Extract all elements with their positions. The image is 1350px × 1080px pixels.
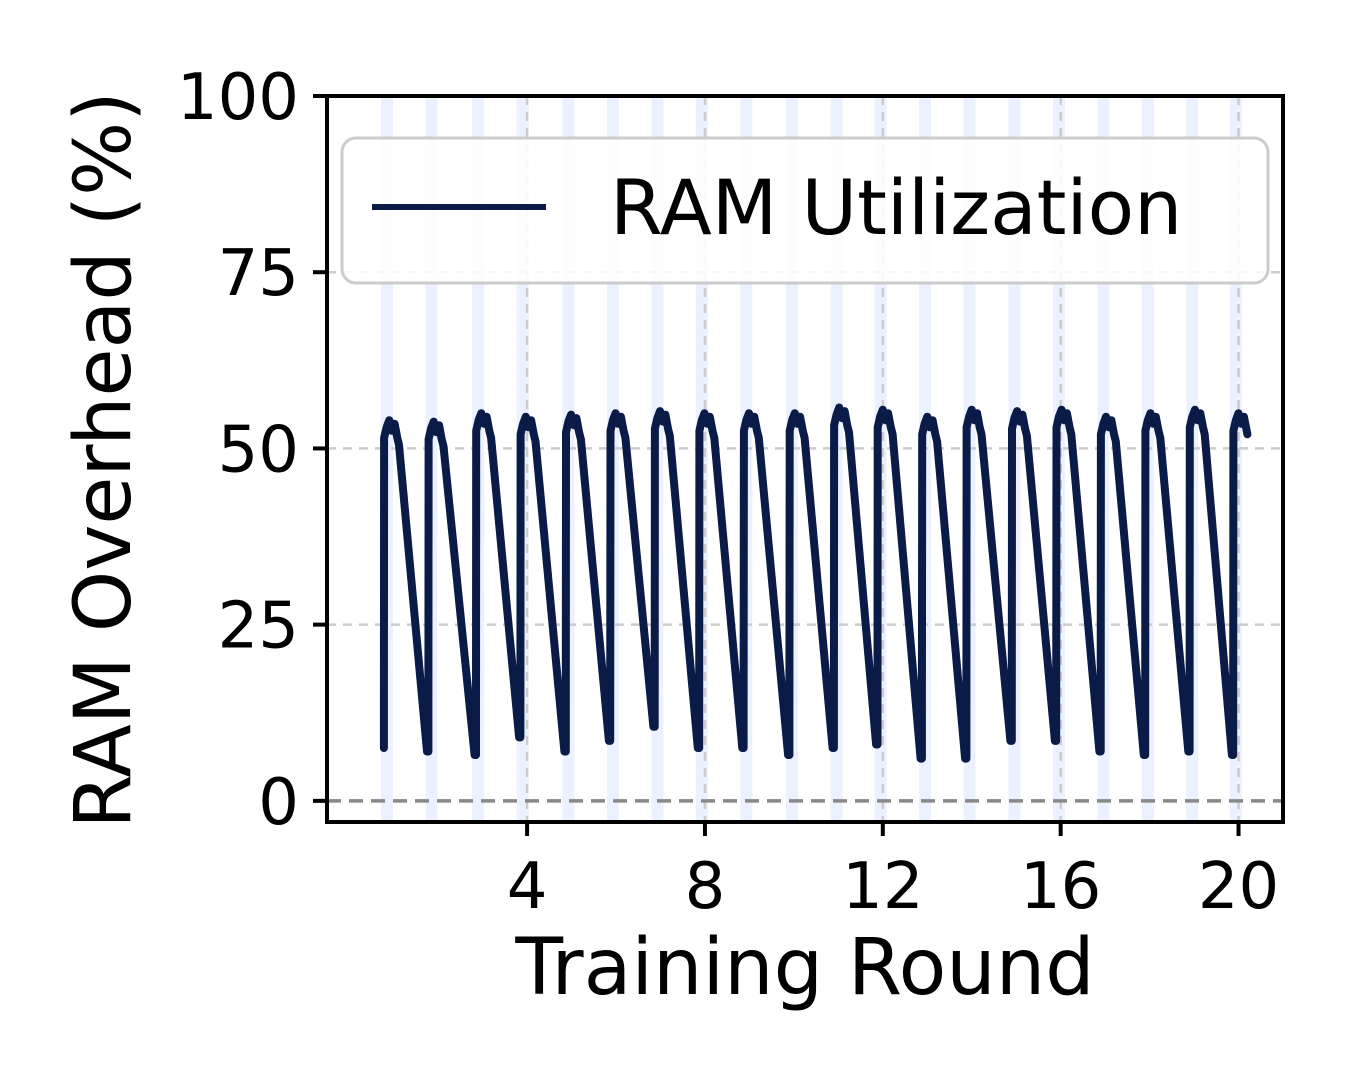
x-tick-label-8: 8 [685,850,726,924]
x-tick-label-4: 4 [507,850,548,924]
y-tick-label-25: 25 [218,590,299,664]
x-axis-ticks: 4 8 12 16 20 [507,822,1279,924]
x-tick-label-12: 12 [842,850,923,924]
y-tick-label-100: 100 [177,61,299,135]
y-axis-ticks: 0 25 50 75 100 [177,61,327,840]
series-layer [379,403,1252,763]
x-axis-label: Training Round [514,923,1094,1013]
y-tick-label-50: 50 [218,413,299,487]
legend-label-ram-utilization: RAM Utilization [610,163,1182,252]
y-tick-label-75: 75 [218,237,299,311]
series-line-ram-utilization [379,403,1252,763]
x-tick-label-20: 20 [1198,850,1279,924]
legend: RAM Utilization [340,136,1270,285]
legend-box [340,136,1270,285]
y-axis-label: RAM Overhead (%) [59,91,149,828]
y-tick-label-0: 0 [258,766,299,840]
plot-frame [325,94,1285,824]
x-tick-label-16: 16 [1020,850,1101,924]
